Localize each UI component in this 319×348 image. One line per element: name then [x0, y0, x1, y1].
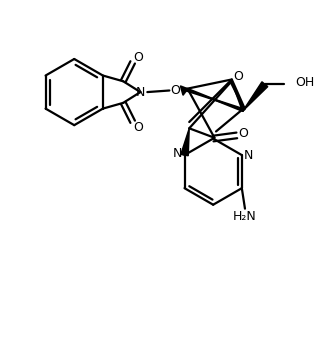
- Text: O: O: [133, 121, 143, 134]
- Text: N: N: [173, 147, 182, 160]
- Text: O: O: [233, 70, 243, 83]
- Text: O: O: [170, 84, 180, 97]
- Text: OH: OH: [295, 76, 314, 89]
- Text: O: O: [133, 50, 143, 64]
- Text: H₂N: H₂N: [233, 210, 257, 223]
- Text: N: N: [136, 86, 145, 98]
- Polygon shape: [243, 82, 268, 111]
- Text: N: N: [244, 149, 253, 161]
- Polygon shape: [181, 128, 189, 156]
- Text: O: O: [238, 127, 248, 140]
